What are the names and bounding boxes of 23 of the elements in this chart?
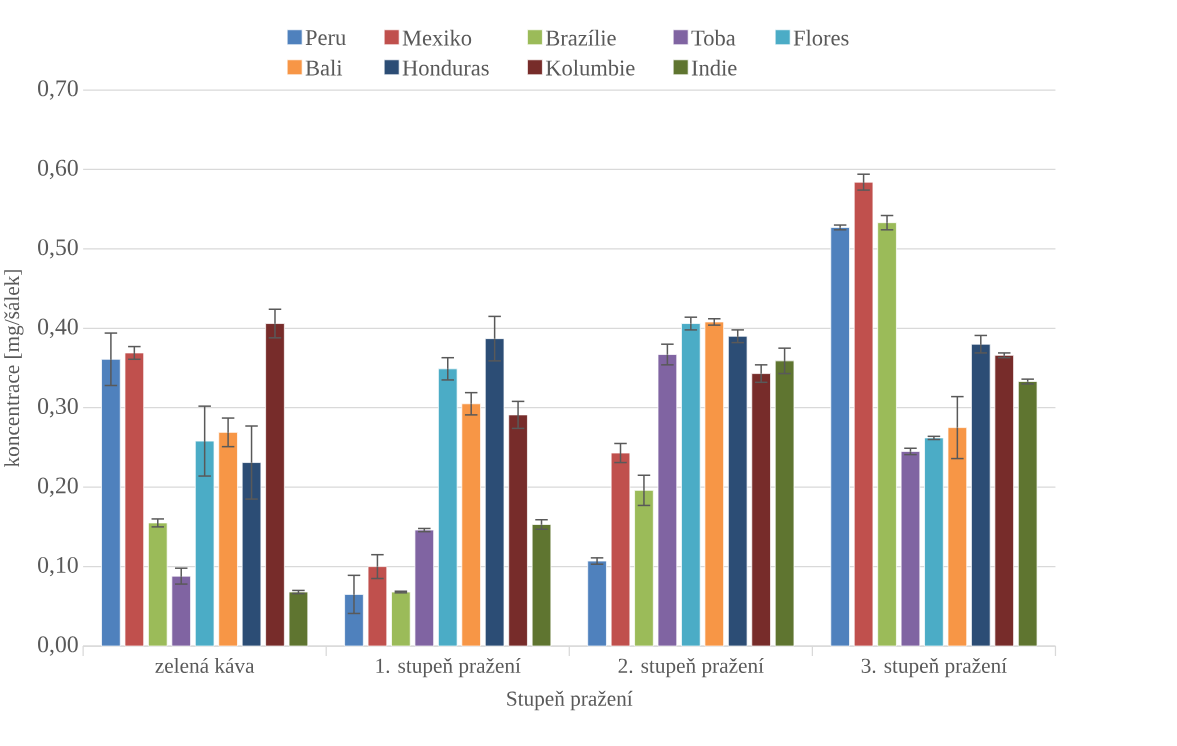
legend-label: Brazílie [545,29,616,46]
y-tick-label: 0,50 [38,238,78,259]
x-tick-label: zelená káva [155,657,255,673]
x-tick-label: 3. stupeň pražení [861,657,1007,678]
legend-label: Flores [793,29,849,46]
y-tick-label: 0,30 [38,397,78,418]
legend-label: Indie [691,59,737,76]
x-tick-label: 2. stupeň pražení [618,657,764,678]
y-tick-label: 0,20 [38,477,78,497]
legend-label: Peru [305,30,346,45]
y-axis-title: koncentrace [mg/šálek] [4,269,24,467]
legend-label: Bali [305,59,343,76]
y-tick-label: 0,10 [38,556,78,577]
legend-label: Kolumbie [545,59,635,76]
legend-label: Mexiko [402,29,472,46]
y-tick-label: 0,60 [38,159,78,179]
x-axis-title: Stupeň pražení [507,690,633,710]
y-tick-label: 0,40 [38,318,78,338]
y-tick-label: 0,70 [38,80,78,100]
legend-label: Toba [691,29,736,46]
y-tick-label: 0,00 [38,636,78,656]
legend-label: Honduras [402,59,489,76]
x-tick-label: 1. stupeň pražení [376,657,521,678]
